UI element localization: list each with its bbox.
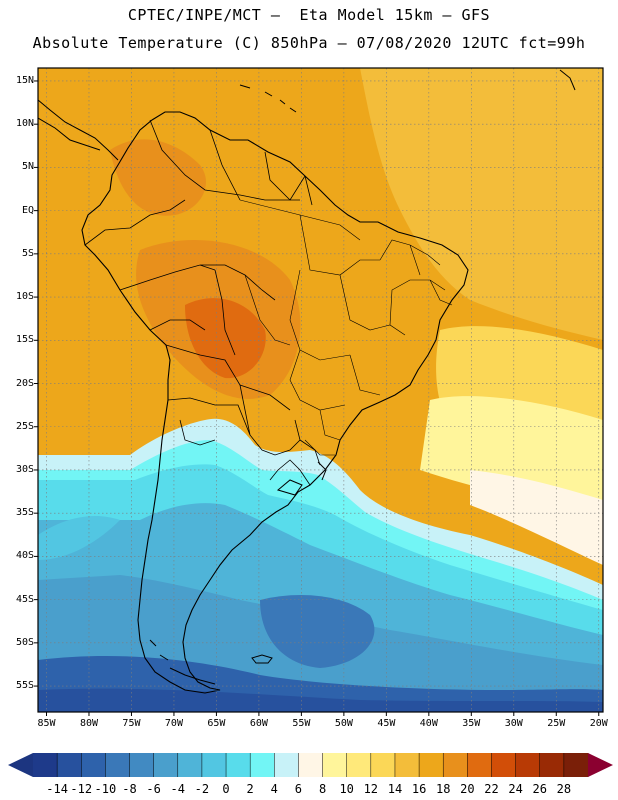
colorbar-label: -4: [170, 782, 185, 796]
colorbar-label: 18: [435, 782, 451, 796]
field-cream-band: [470, 470, 603, 565]
lat-label: EQ: [21, 204, 34, 216]
field-cold-pool: [260, 595, 375, 668]
colorbar-swatch: [443, 753, 468, 777]
map-frame: [37, 67, 604, 713]
colorbar: [8, 753, 613, 777]
lon-label: 25W: [547, 718, 566, 729]
lat-label: 5S: [21, 247, 34, 259]
lat-label: 55S: [15, 680, 34, 692]
map-title-line2: Absolute Temperature (C) 850hPa – 07/08/…: [32, 34, 586, 52]
map-field: [38, 68, 603, 712]
colorbar-label: 16: [411, 782, 427, 796]
lat-label: 50S: [15, 636, 34, 648]
colorbar-arrow-high: [588, 753, 613, 777]
colorbar-label: 26: [532, 782, 547, 796]
lon-label: 70W: [164, 718, 183, 729]
field-cold-minus12: [38, 688, 603, 712]
colorbar-label: 2: [246, 782, 254, 796]
coastline-falkland-islands: [251, 654, 273, 664]
lon-label: 50W: [334, 718, 353, 729]
lon-label: 20W: [589, 718, 608, 729]
colorbar-swatch: [539, 753, 565, 777]
colorbar-swatch: [177, 753, 203, 777]
lon-label: 45W: [377, 718, 396, 729]
lat-label: 25S: [15, 420, 34, 432]
colorbar-swatch: [274, 753, 299, 777]
colorbar-swatch: [298, 753, 324, 777]
colorbar-swatch: [81, 753, 106, 777]
colorbar-label: -6: [146, 782, 161, 796]
colorbar-label: -8: [122, 782, 137, 796]
colorbar-label: -2: [194, 782, 210, 796]
colorbar-swatch: [226, 753, 251, 777]
colorbar-swatch: [201, 753, 227, 777]
lon-label: 40W: [419, 718, 438, 729]
colorbar-swatch: [467, 753, 492, 777]
colorbar-arrow-low: [8, 753, 33, 777]
colorbar-swatch: [105, 753, 131, 777]
lat-label: 10S: [15, 291, 34, 303]
colorbar-label: -14: [46, 782, 68, 796]
colorbar-label: 6: [294, 782, 303, 796]
lat-label: 35S: [15, 507, 34, 519]
coastline-central-america: [38, 99, 119, 161]
graticule: [38, 68, 603, 712]
lat-label: 20S: [15, 377, 34, 389]
colorbar-label: 20: [460, 782, 475, 796]
colorbar-label: 12: [363, 782, 379, 796]
map-title-line1: CPTEC/INPE/MCT – Eta Model 15km – GFS: [127, 6, 491, 24]
lon-label: 80W: [79, 718, 98, 729]
colorbar-label: 14: [387, 782, 403, 796]
lon-label: 85W: [37, 718, 56, 729]
coastline-caribbean-islands: [239, 69, 576, 113]
colorbar-label: 8: [318, 782, 327, 796]
colorbar-swatch: [394, 753, 420, 777]
lon-label: 60W: [249, 718, 268, 729]
lat-label: 45S: [15, 593, 34, 605]
colorbar-swatch: [57, 753, 82, 777]
field-colombia-warm: [110, 139, 206, 216]
field-pacific-cold-patch: [38, 515, 120, 560]
lon-label: 75W: [122, 718, 141, 729]
lat-label: 15N: [15, 74, 34, 86]
colorbar-swatch: [370, 753, 396, 777]
colorbar-label: 24: [508, 782, 523, 796]
colorbar-label: 0: [222, 782, 230, 796]
lon-label: 30W: [504, 718, 523, 729]
coastline-tierra-del-fuego: [149, 639, 216, 685]
lat-label: 15S: [15, 334, 34, 346]
colorbar-swatch: [153, 753, 179, 777]
colorbar-label: 10: [339, 782, 354, 796]
state-borders-brazil: [239, 199, 453, 456]
lon-label: 55W: [292, 718, 311, 729]
colorbar-label: -10: [94, 782, 117, 796]
colorbar-label: -12: [70, 782, 93, 796]
colorbar-swatch: [563, 753, 589, 777]
colorbar-label: 4: [270, 782, 278, 796]
colorbar-swatch: [322, 753, 348, 777]
coastline-rio-de-la-plata: [276, 461, 327, 496]
colorbar-swatch: [33, 753, 58, 777]
colorbar-label: 28: [556, 782, 572, 796]
field-tropical-atlantic: [360, 68, 603, 340]
axis-ticks: [34, 80, 600, 716]
lat-label: 40S: [15, 550, 34, 562]
lat-label: 30S: [15, 463, 34, 475]
colorbar-swatch: [515, 753, 541, 777]
lon-label: 65W: [207, 718, 226, 729]
field-bolivia-hot: [185, 298, 266, 379]
lon-label: 35W: [462, 718, 481, 729]
colorbar-swatch: [419, 753, 444, 777]
lat-label: 10N: [15, 118, 34, 130]
coastline-south-america: [81, 111, 469, 694]
colorbar-swatch: [491, 753, 517, 777]
colorbar-swatch: [250, 753, 275, 777]
lat-label: 5N: [21, 161, 34, 173]
colorbar-swatch: [346, 753, 372, 777]
colorbar-swatch: [129, 753, 155, 777]
colorbar-label: 22: [484, 782, 499, 796]
